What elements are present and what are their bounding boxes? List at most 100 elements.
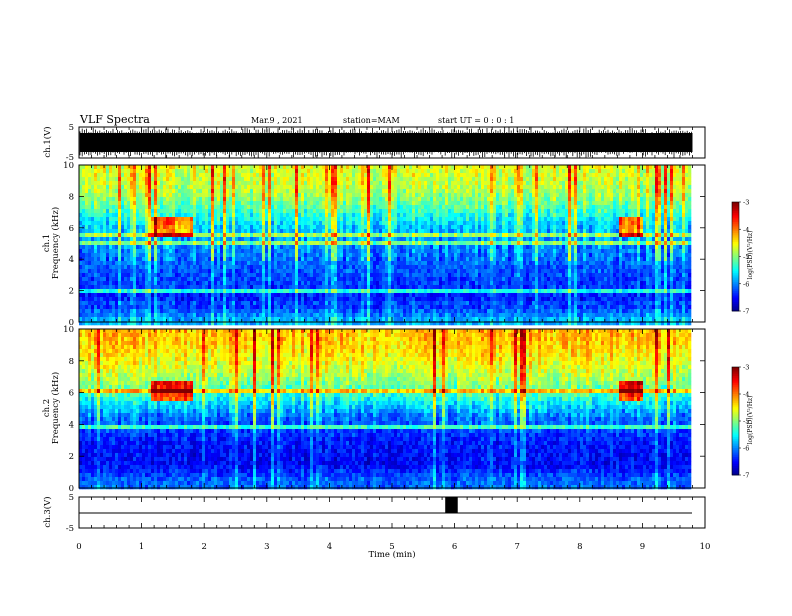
- spectrogram-cell: [205, 169, 208, 173]
- spectrogram-cell: [376, 241, 379, 245]
- spectrogram-cell: [652, 233, 655, 237]
- spectrogram-cell: [322, 253, 325, 257]
- spectrogram-cell: [679, 213, 682, 217]
- spectrogram-cell: [586, 241, 589, 245]
- spectrogram-cell: [85, 253, 88, 257]
- spectrogram-cell: [109, 217, 112, 221]
- spectrogram-cell: [211, 245, 214, 249]
- spectrogram-cell: [307, 213, 310, 217]
- spectrogram-cell: [208, 233, 211, 237]
- spectrogram-cell: [523, 221, 526, 225]
- spectrogram-cell: [364, 217, 367, 221]
- spectrogram-cell: [634, 213, 637, 217]
- spectrogram-cell: [130, 165, 133, 169]
- spectrogram-cell: [562, 237, 565, 241]
- spectrogram-cell: [232, 233, 235, 237]
- spectrogram-cell: [262, 237, 265, 241]
- spectrogram-cell: [511, 189, 514, 193]
- spectrogram-cell: [580, 229, 583, 233]
- spectrogram-cell: [91, 169, 94, 173]
- spectrogram-cell: [685, 177, 688, 181]
- spectrogram-cell: [619, 241, 622, 245]
- spectrogram-cell: [463, 221, 466, 225]
- spectrogram-cell: [550, 201, 553, 205]
- spectrogram-cell: [148, 241, 151, 245]
- spectrogram-cell: [331, 185, 334, 189]
- spectrogram-cell: [688, 229, 691, 233]
- spectrogram-cell: [553, 181, 556, 185]
- spectrogram-cell: [262, 221, 265, 225]
- spectrogram-cell: [319, 185, 322, 189]
- spectrogram-cell: [223, 249, 226, 253]
- spectrogram-cell: [412, 237, 415, 241]
- spectrogram-cell: [196, 217, 199, 221]
- spectrogram-cell: [571, 169, 574, 173]
- spectrogram-cell: [175, 193, 178, 197]
- spectrogram-cell: [163, 205, 166, 209]
- spectrogram-cell: [571, 217, 574, 221]
- spectrogram-cell: [559, 233, 562, 237]
- spectrogram-cell: [433, 201, 436, 205]
- spectrogram-cell: [412, 193, 415, 197]
- spectrogram-cell: [109, 185, 112, 189]
- spectrogram-cell: [487, 165, 490, 169]
- spectrogram-cell: [238, 177, 241, 181]
- spectrogram-cell: [202, 173, 205, 177]
- spectrogram-cell: [421, 221, 424, 225]
- spectrogram-cell: [559, 165, 562, 169]
- spectrogram-cell: [448, 225, 451, 229]
- spectrogram-cell: [109, 233, 112, 237]
- spectrogram-cell: [289, 173, 292, 177]
- spectrogram-cell: [607, 241, 610, 245]
- spectrogram-cell: [640, 197, 643, 201]
- spectrogram-cell: [628, 225, 631, 229]
- spectrogram-cell: [388, 221, 391, 225]
- spectrogram-cell: [412, 201, 415, 205]
- spectrogram-cell: [526, 197, 529, 201]
- spectrogram-cell: [547, 237, 550, 241]
- spectrogram-cell: [85, 221, 88, 225]
- spectrogram-cell: [151, 193, 154, 197]
- spectrogram-cell: [484, 201, 487, 205]
- spectrogram-cell: [103, 233, 106, 237]
- spectrogram-cell: [538, 209, 541, 213]
- spectrogram-cell: [142, 213, 145, 217]
- spectrogram-cell: [547, 209, 550, 213]
- spectrogram-cell: [577, 201, 580, 205]
- spectrogram-cell: [592, 197, 595, 201]
- spectrogram-cell: [112, 185, 115, 189]
- spectrogram-cell: [172, 225, 175, 229]
- spectrogram-cell: [412, 233, 415, 237]
- spectrogram-cell: [658, 169, 661, 173]
- spectrogram-cell: [466, 185, 469, 189]
- spectrogram-cell: [454, 241, 457, 245]
- spectrogram-cell: [406, 249, 409, 253]
- spectrogram-cell: [187, 237, 190, 241]
- spectrogram-cell: [517, 245, 520, 249]
- spectrogram-cell: [235, 221, 238, 225]
- spectrogram-cell: [319, 237, 322, 241]
- spectrogram-cell: [394, 233, 397, 237]
- spectrogram-cell: [502, 193, 505, 197]
- spectrogram-cell: [415, 217, 418, 221]
- spectrogram-cell: [550, 193, 553, 197]
- spectrogram-cell: [226, 209, 229, 213]
- spectrogram-cell: [316, 213, 319, 217]
- spectrogram-cell: [541, 245, 544, 249]
- spectrogram-cell: [349, 189, 352, 193]
- spectrogram-cell: [553, 177, 556, 181]
- spectrogram-cell: [604, 229, 607, 233]
- spectrogram-cell: [268, 245, 271, 249]
- spectrogram-cell: [541, 201, 544, 205]
- spectrogram-cell: [586, 177, 589, 181]
- spectrogram-cell: [403, 225, 406, 229]
- spectrogram-cell: [472, 169, 475, 173]
- spectrogram-cell: [553, 213, 556, 217]
- spectrogram-cell: [652, 249, 655, 253]
- spectrogram-cell: [469, 209, 472, 213]
- spectrogram-cell: [400, 205, 403, 209]
- spectrogram-cell: [385, 197, 388, 201]
- spectrogram-cell: [334, 213, 337, 217]
- spectrogram-cell: [169, 233, 172, 237]
- spectrogram-cell: [520, 205, 523, 209]
